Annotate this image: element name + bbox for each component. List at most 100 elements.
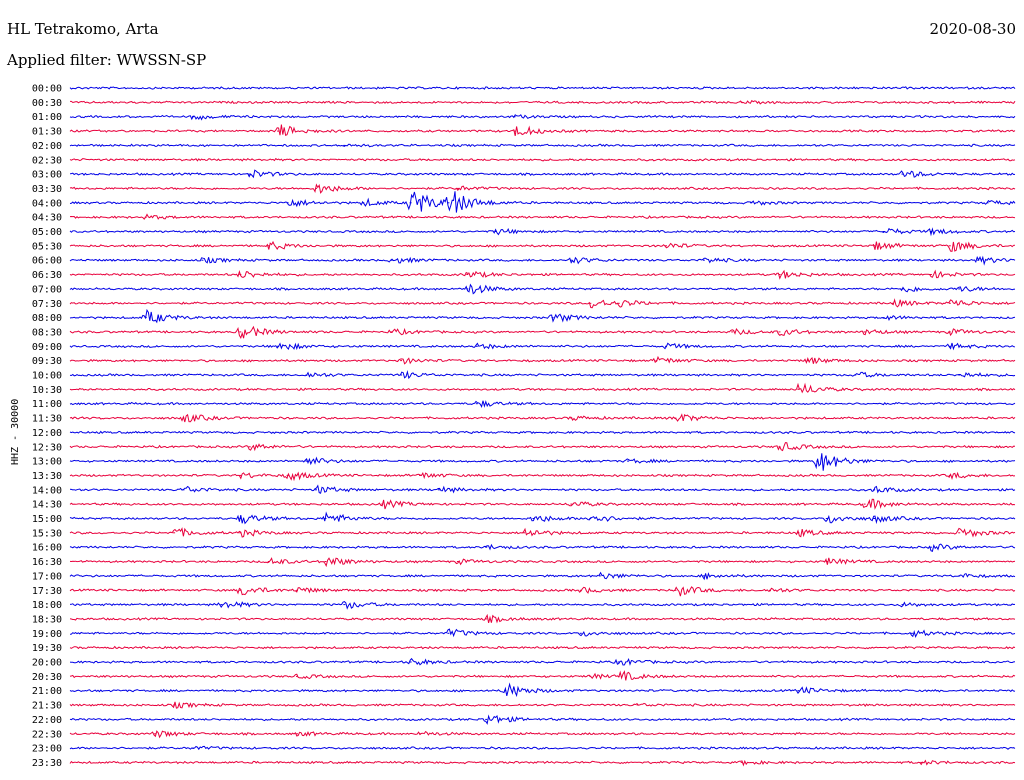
seismic-event-mark — [154, 733, 157, 735]
seismic-event-mark — [485, 618, 488, 620]
seismic-event-mark — [475, 403, 478, 405]
seismic-event-mark — [144, 216, 147, 218]
trace-line — [69, 114, 1016, 121]
time-tick-label: 01:00 — [32, 112, 62, 123]
seismic-event-mark — [419, 733, 421, 735]
trace-line — [69, 183, 1016, 194]
seismic-event-mark — [239, 474, 242, 476]
time-tick-label: 17:30 — [32, 586, 62, 597]
trace-line — [70, 99, 1016, 105]
seismic-event-mark — [674, 589, 677, 591]
seismic-event-mark — [873, 245, 876, 247]
seismic-event-mark — [816, 460, 819, 462]
seismic-event-mark — [192, 116, 194, 118]
seismic-event-mark — [617, 675, 620, 677]
seismic-event-mark — [296, 589, 298, 591]
seismic-event-mark — [655, 360, 658, 362]
seismic-event-mark — [797, 532, 800, 534]
seismic-event-mark — [173, 704, 176, 706]
seismic-event-mark — [305, 374, 308, 376]
time-tick-label: 21:00 — [32, 686, 62, 697]
trace-line — [69, 86, 1016, 90]
trace-line — [69, 453, 1016, 471]
trace-line — [69, 255, 1016, 266]
trace-line — [69, 227, 1016, 237]
seismic-event-mark — [740, 101, 743, 103]
time-tick-label: 22:30 — [32, 729, 62, 740]
seismic-event-mark — [182, 489, 185, 491]
seismic-event-mark — [797, 690, 800, 692]
time-tick-label: 23:00 — [32, 744, 62, 755]
time-tick-label: 18:30 — [32, 614, 62, 625]
seismic-event-mark — [277, 345, 280, 347]
trace-line — [69, 511, 1016, 525]
seismic-event-mark — [466, 274, 469, 275]
seismic-event-mark — [409, 661, 412, 663]
seismic-event-mark — [296, 675, 298, 677]
trace-line — [69, 759, 1016, 767]
time-tick-label: 01:30 — [32, 127, 62, 138]
seismic-event-mark — [239, 518, 242, 519]
seismic-event-mark — [901, 288, 904, 290]
seismic-event-mark — [636, 704, 639, 706]
seismic-event-mark — [201, 259, 204, 261]
time-tick-label: 19:00 — [32, 629, 62, 640]
seismic-event-mark — [144, 317, 147, 319]
seismic-event-mark — [447, 632, 450, 634]
seismic-event-mark — [873, 518, 876, 519]
seismic-event-mark — [731, 331, 734, 333]
time-tick-label: 08:30 — [32, 327, 62, 338]
seismic-event-mark — [873, 489, 876, 491]
seismic-event-mark — [882, 317, 885, 319]
trace-line — [69, 370, 1016, 380]
seismic-event-mark — [750, 202, 753, 204]
seismic-event-mark — [579, 589, 582, 591]
seismic-event-mark — [267, 561, 270, 562]
seismic-event-mark — [400, 374, 403, 376]
time-tick-label: 03:30 — [32, 184, 62, 195]
time-tick-label: 15:30 — [32, 528, 62, 539]
time-tick-label: 17:00 — [32, 571, 62, 582]
time-tick-label: 19:30 — [32, 643, 62, 654]
trace-line — [69, 745, 1016, 751]
trace-line — [69, 400, 1016, 408]
time-tick-label: 09:30 — [32, 356, 62, 367]
trace-line — [69, 308, 1016, 324]
time-tick-label: 05:30 — [32, 241, 62, 252]
time-tick-label: 05:00 — [32, 227, 62, 238]
seismic-event-mark — [958, 374, 961, 376]
seismic-event-mark — [239, 331, 242, 333]
time-tick-label: 10:30 — [32, 385, 62, 396]
seismic-event-mark — [475, 345, 478, 347]
seismic-event-mark — [390, 331, 393, 333]
trace-line — [69, 571, 1016, 581]
seismic-event-mark — [286, 202, 289, 204]
seismic-event-mark — [929, 231, 932, 232]
seismic-event-mark — [173, 532, 176, 534]
station-title: HL Tetrakomo, Arta — [7, 20, 159, 38]
trace-line — [69, 342, 1016, 351]
seismic-event-mark — [948, 331, 951, 333]
seismic-event-mark — [513, 116, 516, 118]
seismic-event-mark — [863, 503, 866, 505]
seismic-event-mark — [532, 518, 535, 519]
trace-line — [69, 191, 1016, 213]
seismic-event-mark — [806, 360, 809, 362]
seismic-event-mark — [192, 747, 194, 749]
seismic-event-mark — [315, 489, 317, 491]
seismic-event-mark — [239, 274, 242, 275]
time-tick-label: 06:00 — [32, 256, 62, 267]
trace-line — [69, 701, 1016, 709]
time-tick-label: 11:30 — [32, 414, 62, 425]
time-tick-label: 16:30 — [32, 557, 62, 568]
seismic-event-mark — [267, 245, 270, 247]
seismic-event-mark — [929, 546, 932, 548]
time-tick-label: 12:00 — [32, 428, 62, 439]
trace-line — [69, 442, 1016, 452]
trace-line — [69, 498, 1016, 510]
time-tick-label: 23:30 — [32, 758, 62, 769]
trace-line — [69, 157, 1016, 162]
trace-line — [69, 586, 1016, 597]
seismic-event-mark — [901, 173, 904, 175]
